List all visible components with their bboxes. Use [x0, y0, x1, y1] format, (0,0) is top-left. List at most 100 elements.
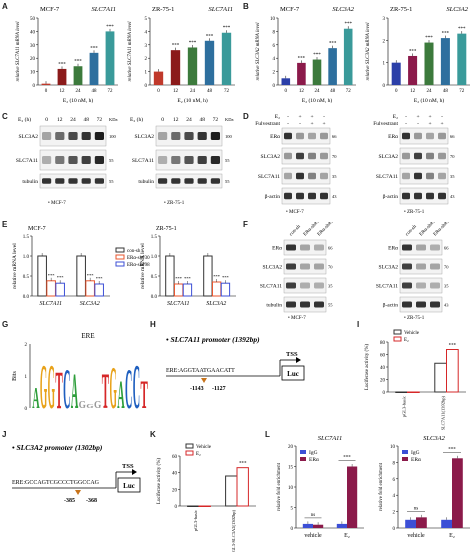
y-tick-label: 6 [393, 478, 396, 483]
panel-label-l: L [265, 430, 270, 439]
blot-band [81, 156, 91, 164]
e2-label: E₂ [393, 114, 398, 120]
sign-e2: + [416, 114, 419, 120]
legend-label: ERα-sh#30 [127, 256, 150, 261]
blot-row-label: SLC7A11 [258, 174, 280, 180]
motif-letter: A [32, 381, 39, 415]
blot-band [171, 156, 181, 164]
slc7a11-promoter-diagram: • SLC7A11 promoter (1392bp) ERE:AGGTAATGA… [166, 335, 305, 392]
kda-marker: 35 [450, 174, 455, 179]
blot-band [430, 282, 440, 289]
y-axis-label: relative SLC7A11 mRNA level [128, 21, 133, 82]
blot-band [300, 301, 310, 308]
legend-swatch [300, 457, 306, 461]
time-label: 72 [213, 117, 219, 123]
luc-label: Luc [287, 370, 299, 378]
bar [347, 466, 358, 528]
blot-row-label: SLC7A11 [260, 284, 282, 290]
significance-label: *** [449, 344, 457, 349]
legend-swatch [402, 457, 408, 461]
gene-label: SLC7A11 [92, 6, 116, 13]
y-axis-label: relative SLC3A2 mRNA level [256, 22, 261, 81]
kda-marker: 55 [109, 158, 114, 163]
kda-marker: 35 [332, 174, 337, 179]
x-tick-label: 72 [346, 89, 352, 94]
y-tick-label: 40 [380, 366, 386, 371]
x-tick-label: 24 [76, 89, 82, 94]
group-label: SLC7A11 [39, 301, 62, 307]
sign-e2: - [323, 114, 325, 120]
ere-marker [201, 378, 207, 383]
y-tick-label: 0.5 [151, 275, 158, 280]
x-axis-label: E₂ (10 nM, h) [302, 97, 332, 104]
y-tick-label: 0 [393, 527, 396, 532]
bar [187, 47, 198, 85]
blot-band [42, 156, 52, 164]
y-tick-label: 0 [33, 84, 36, 89]
blot-band [414, 152, 422, 160]
blot-band [210, 178, 220, 184]
significance-label: *** [239, 462, 247, 467]
y-tick-label: 8 [393, 461, 396, 466]
gene-label: SLC7A11 [209, 6, 233, 13]
significance-label: *** [409, 49, 417, 54]
y-tick-label: 50 [30, 17, 36, 22]
blot-band [320, 132, 328, 140]
blot-band [286, 263, 296, 270]
blot-band [402, 132, 410, 140]
blot-row-label: β-actin [265, 194, 281, 200]
y-tick-label: 2 [383, 39, 386, 44]
significance-label: *** [213, 274, 221, 279]
significance-label: *** [329, 42, 337, 47]
y-axis-label: relative mRNA level [12, 243, 18, 289]
blot-band [286, 301, 296, 308]
blot-band [184, 132, 194, 140]
bar [343, 28, 353, 85]
gene-label: SLC3A2 [332, 6, 354, 13]
sign-fulvestrant: + [322, 121, 325, 127]
blot-row-label: SLC7A11 [132, 158, 154, 164]
significance-label: *** [298, 56, 306, 61]
y-tick-label: 80 [380, 341, 386, 346]
kda-marker: 43 [444, 303, 449, 308]
gene-label: SLC3A2 [446, 6, 468, 13]
panel-label-d: D [243, 112, 249, 121]
kda-marker: 100 [225, 134, 233, 139]
bar [203, 255, 213, 297]
y-tick-label: 4 [273, 57, 276, 62]
legend-swatch [402, 450, 408, 454]
legend-label: E₂ [196, 452, 201, 457]
significance-label: *** [48, 273, 56, 278]
time-label: 48 [199, 117, 205, 123]
bar [452, 458, 463, 528]
blot-band [296, 192, 304, 200]
blot-band [438, 152, 446, 160]
blot-band [314, 301, 324, 308]
sign-fulvestrant: - [417, 121, 419, 127]
x-tick-label: pGL3-basic [193, 510, 198, 531]
blot-band [416, 263, 426, 270]
blot-band [414, 172, 422, 180]
kda-marker: 55 [328, 303, 333, 308]
y-tick-label: 60 [172, 455, 178, 460]
blot-band [296, 172, 304, 180]
y-tick-label: 60 [380, 354, 386, 359]
panel-label-e: E [2, 220, 8, 229]
bar [395, 391, 408, 393]
kda-marker: 66 [332, 134, 337, 139]
significance-label: *** [448, 447, 456, 452]
bar [105, 31, 115, 85]
blot-band [210, 132, 220, 140]
legend-label: Vehicle [196, 445, 212, 450]
bar [73, 66, 83, 85]
bar [85, 280, 95, 297]
blot-band [184, 156, 194, 164]
blot-band [158, 156, 168, 164]
chart-i-luciferase: 0 20 40 60 80 Luciferase activity (%) pGL3-bas… [365, 329, 466, 430]
bar [391, 62, 401, 85]
panel-c-blots: E₂ (h) 0 12 24 48 72 KDa SLC3A2 100 SLC7A11 55 tubu… [10, 112, 240, 212]
blot-frame [281, 187, 331, 205]
y-tick-label: 0.5 [23, 275, 30, 280]
motif-letter: G [94, 400, 101, 411]
time-label: 0 [45, 117, 48, 123]
